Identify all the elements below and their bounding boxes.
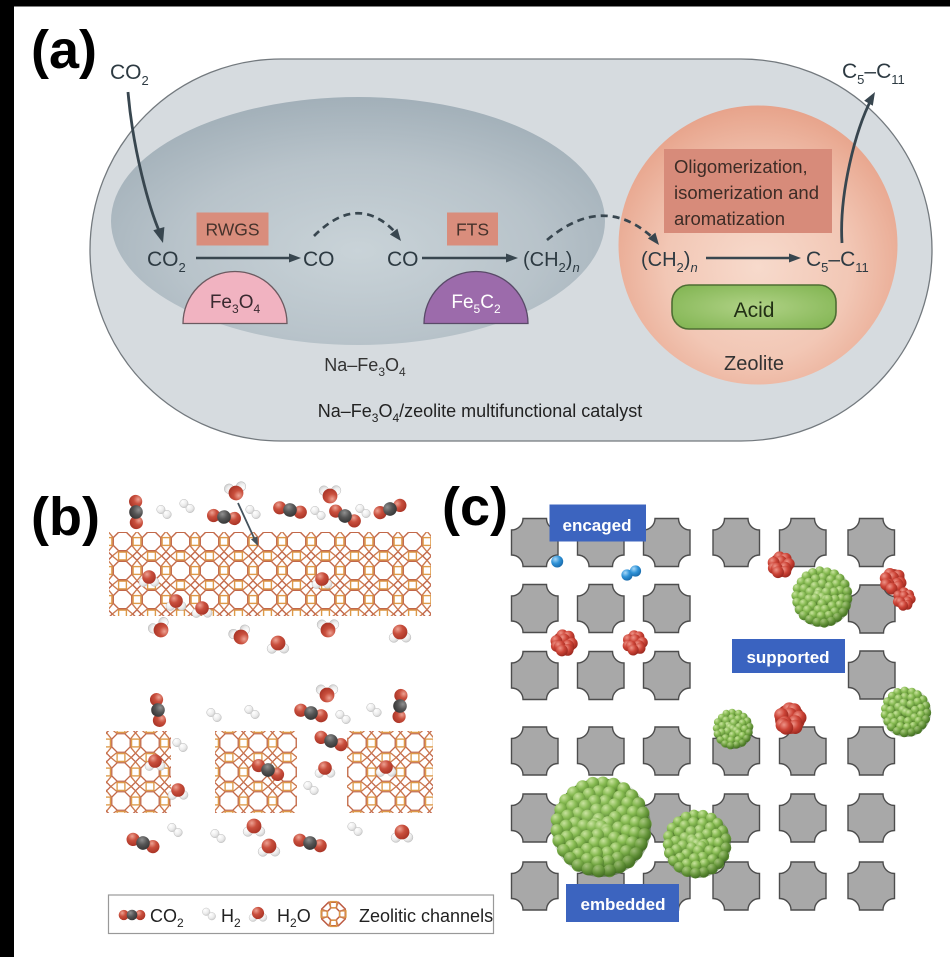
svg-text:(a): (a) [31,20,97,80]
svg-text:embedded: embedded [580,895,665,914]
svg-text:(CH2)n: (CH2)n [523,249,580,275]
svg-text:CO2: CO2 [147,248,186,275]
svg-text:Acid: Acid [734,299,775,322]
svg-text:Zeolitic channels: Zeolitic channels [359,906,493,926]
svg-text:(c): (c) [442,477,508,537]
svg-text:RWGS: RWGS [205,220,259,240]
svg-text:isomerization and: isomerization and [674,182,819,203]
svg-text:Oligomerization,: Oligomerization, [674,156,808,177]
svg-text:FTS: FTS [456,220,489,240]
svg-text:CO: CO [387,248,419,271]
svg-text:(b): (b) [31,487,100,547]
svg-text:CO: CO [303,248,335,271]
svg-text:supported: supported [746,648,829,667]
svg-text:encaged: encaged [563,516,632,535]
svg-text:aromatization: aromatization [674,208,785,229]
svg-text:(CH2)n: (CH2)n [641,249,698,275]
svg-text:Zeolite: Zeolite [724,353,784,375]
